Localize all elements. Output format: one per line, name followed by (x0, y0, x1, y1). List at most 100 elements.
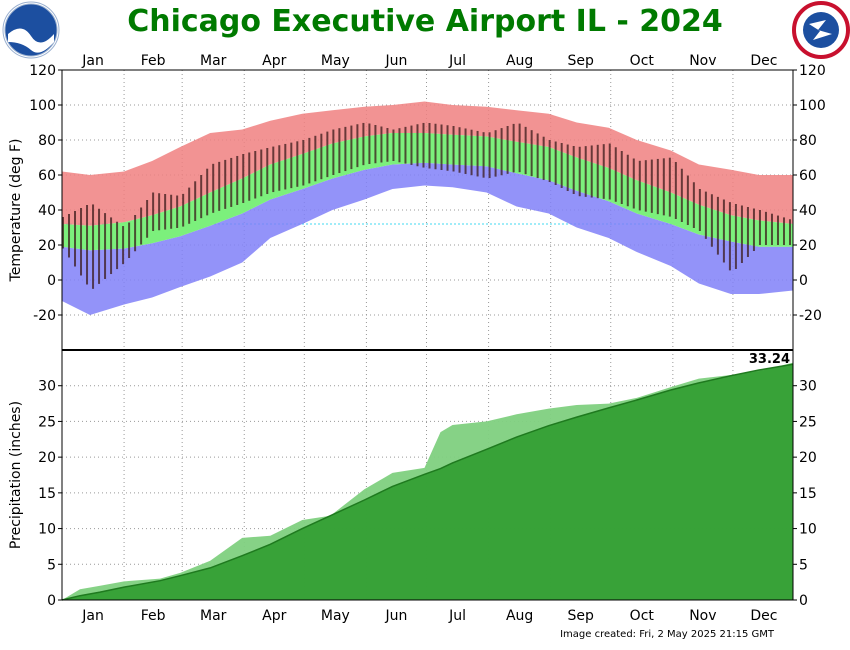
precip-y-tick-label-left: 25 (38, 414, 56, 430)
observed-temp-bar (74, 211, 77, 267)
observed-temp-bar (668, 157, 671, 217)
precip-y-tick-label-right: 5 (799, 557, 808, 573)
observed-temp-bar (488, 132, 491, 179)
observed-temp-bar (176, 195, 179, 228)
observed-temp-bar (680, 168, 683, 222)
precip-total-label: 33.24 (749, 352, 790, 367)
observed-temp-bar (374, 125, 377, 164)
precip-axes: 0 0 5 5 10 10 15 15 20 20 25 25 30 30 Jan Feb Mar Apr May J… (38, 349, 817, 624)
temp-y-tick-label-left: 20 (38, 238, 56, 254)
observed-temp-bar (146, 200, 149, 238)
observed-temp-bar (152, 192, 155, 231)
observed-temp-bar (602, 144, 605, 199)
month-label-top: May (321, 53, 350, 69)
temp-series (62, 101, 793, 315)
observed-temp-bar (230, 157, 233, 207)
observed-temp-bar (416, 124, 419, 167)
month-label-top: Apr (262, 53, 286, 69)
observed-temp-bar (212, 163, 215, 213)
temp-y-tick-label-left: 60 (38, 168, 56, 184)
observed-temp-bar (578, 146, 581, 197)
observed-temp-bar (572, 146, 575, 194)
observed-temp-bar (758, 210, 761, 245)
observed-temp-bar (608, 143, 611, 200)
observed-temp-bar (752, 208, 755, 251)
observed-temp-bar (656, 158, 659, 215)
observed-temp-bar (644, 160, 647, 212)
observed-temp-bar (182, 193, 185, 227)
month-label-top: Oct (630, 53, 655, 69)
observed-temp-bar (398, 128, 401, 163)
precip-y-tick-label-left: 10 (38, 522, 56, 538)
precip-y-tick-label-right: 25 (799, 414, 817, 430)
observed-temp-bar (512, 123, 515, 173)
observed-temp-bar (566, 144, 569, 191)
precip-y-tick-label-right: 0 (799, 593, 808, 609)
observed-temp-bar (746, 207, 749, 257)
observed-temp-bar (674, 162, 677, 219)
observed-temp-bar (428, 123, 431, 169)
month-label-top: Nov (689, 53, 716, 69)
observed-temp-bar (122, 226, 125, 265)
temp-y-tick-label-right: 20 (799, 238, 817, 254)
observed-temp-bar (350, 125, 353, 170)
observed-temp-bar (116, 221, 119, 270)
temp-y-tick-label-right: 40 (799, 203, 817, 219)
observed-temp-bar (620, 151, 623, 204)
month-label-top: Jan (81, 53, 104, 69)
observed-temp-bar (434, 123, 437, 170)
temp-y-tick-label-right: 0 (799, 273, 808, 289)
month-label-top: Jun (385, 53, 408, 69)
temp-y-tick-label-left: 80 (38, 133, 56, 149)
month-label-top: Jul (448, 53, 466, 69)
month-label-top: Sep (568, 53, 595, 69)
precip-y-tick-label-left: 5 (47, 557, 56, 573)
observed-temp-bar (248, 152, 251, 201)
observed-temp-bar (650, 159, 653, 213)
noaa-logo (2, 1, 60, 59)
observed-temp-bar (590, 145, 593, 198)
observed-temp-bar (218, 161, 221, 211)
month-label-bottom: Oct (630, 608, 655, 624)
observed-temp-bar (530, 130, 533, 177)
observed-temp-bar (482, 132, 485, 178)
observed-temp-bar (422, 122, 425, 168)
observed-temp-bar (536, 133, 539, 179)
observed-temp-bar (110, 217, 113, 275)
observed-temp-bar (128, 222, 131, 258)
observed-temp-bar (740, 205, 743, 263)
month-label-top: Aug (506, 53, 533, 69)
observed-temp-bar (296, 141, 299, 187)
observed-temp-bar (662, 158, 665, 216)
month-label-top: Feb (141, 53, 166, 69)
observed-temp-bar (200, 175, 203, 219)
month-label-bottom: Jul (448, 608, 466, 624)
observed-temp-bar (734, 204, 737, 269)
observed-temp-bar (782, 217, 785, 245)
precip-y-tick-label-left: 30 (38, 379, 56, 395)
observed-temp-bar (494, 130, 497, 177)
observed-temp-bar (728, 202, 731, 271)
observed-temp-bar (560, 143, 563, 188)
month-label-bottom: Nov (689, 608, 716, 624)
normal-precip-line (61, 363, 794, 601)
observed-temp-bar (548, 140, 551, 182)
observed-temp-bar (632, 158, 635, 209)
observed-temp-bar (164, 194, 167, 230)
chart-title: Chicago Executive Airport IL - 2024 (127, 4, 723, 39)
observed-temp-bar (188, 187, 191, 224)
observed-temp-bar (722, 199, 725, 263)
observed-temp-bar (554, 141, 557, 185)
observed-temp-bar (470, 129, 473, 176)
observed-temp-bar (704, 191, 707, 239)
observed-temp-bar (440, 124, 443, 170)
normal-precip-area (62, 364, 793, 600)
month-label-bottom: Mar (200, 608, 227, 624)
month-label-bottom: Sep (568, 608, 595, 624)
observed-temp-bar (86, 205, 89, 285)
nws-logo (792, 1, 850, 59)
observed-temp-bar (476, 130, 479, 177)
temp-y-tick-label-right: 120 (799, 63, 826, 79)
observed-temp-bar (458, 127, 461, 173)
observed-temp-bar (254, 151, 257, 199)
